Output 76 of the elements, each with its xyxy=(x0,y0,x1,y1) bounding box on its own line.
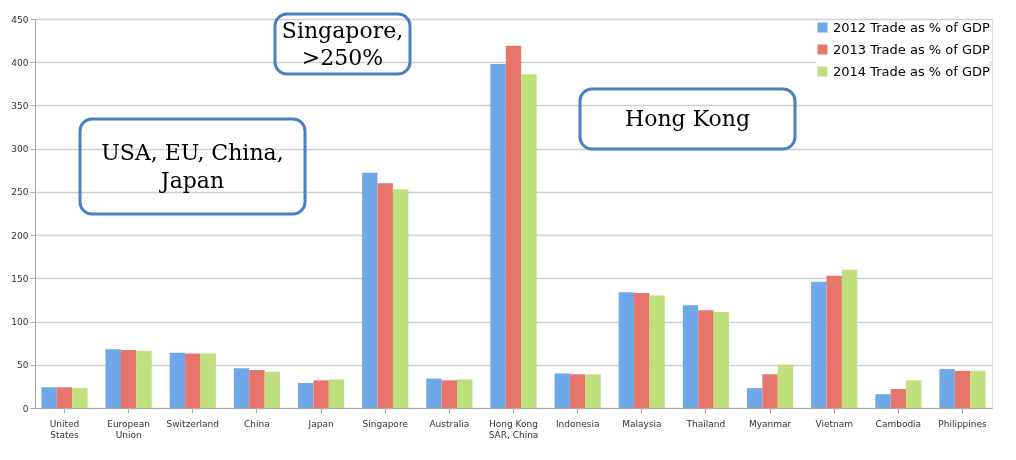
bar xyxy=(328,379,345,408)
annotation: Hong Kong xyxy=(624,106,751,131)
x-tick-label: Vietnam xyxy=(815,418,853,429)
bar xyxy=(906,380,922,408)
x-tick-label: European Union xyxy=(107,418,151,440)
x-tick-label: Cambodia xyxy=(875,418,922,429)
bar xyxy=(875,394,891,408)
bar xyxy=(890,388,907,408)
bar xyxy=(56,387,73,408)
bar xyxy=(426,378,442,408)
y-tick-label: 100 xyxy=(11,317,29,328)
x-tick-label: Japan xyxy=(307,418,334,429)
bar xyxy=(811,281,827,408)
legend-label: 2013 Trade as % of GDP xyxy=(833,41,991,57)
bar xyxy=(41,387,57,408)
bar xyxy=(713,312,730,408)
bar xyxy=(185,353,201,408)
y-tick-label: 450 xyxy=(11,14,29,25)
bar xyxy=(136,350,152,408)
bar xyxy=(441,380,458,408)
x-tick-label: Indonesia xyxy=(555,418,600,429)
y-tick-label: 300 xyxy=(11,144,29,155)
x-tick-label: Thailand xyxy=(685,418,726,429)
bar xyxy=(970,370,986,408)
bar xyxy=(634,293,650,408)
bar xyxy=(569,374,586,408)
bar xyxy=(297,382,314,408)
bar xyxy=(313,380,329,408)
legend-label: 2014 Trade as % of GDP xyxy=(833,63,991,79)
bar xyxy=(682,305,699,408)
x-tick-label: Philippines xyxy=(938,418,988,429)
bar xyxy=(249,369,265,408)
bar xyxy=(762,374,778,408)
y-tick-label: 350 xyxy=(11,100,29,111)
bar xyxy=(521,74,537,408)
x-tick-label: United States xyxy=(49,418,80,440)
bar xyxy=(200,353,216,408)
bar xyxy=(826,275,842,408)
x-tick-label: Malaysia xyxy=(622,418,662,429)
x-tick-label: Switzerland xyxy=(166,418,220,429)
bar xyxy=(105,349,121,408)
bar xyxy=(233,368,250,408)
bar xyxy=(777,364,794,408)
y-tick-label: 50 xyxy=(17,360,29,371)
bar xyxy=(392,189,409,408)
bar xyxy=(585,374,601,408)
bar xyxy=(698,310,714,408)
y-tick-label: 0 xyxy=(22,403,29,414)
bar xyxy=(954,370,971,408)
bar xyxy=(72,388,88,408)
bar xyxy=(841,269,858,408)
annotation: USA, EU, China, Japan xyxy=(101,140,284,193)
bar xyxy=(169,352,186,408)
y-tick-label: 250 xyxy=(11,187,29,198)
bar xyxy=(939,369,955,408)
bar xyxy=(746,388,763,408)
bar xyxy=(377,183,393,408)
bar xyxy=(457,379,473,408)
bar xyxy=(490,63,506,408)
bar xyxy=(120,350,137,408)
bar xyxy=(264,371,281,408)
x-tick-label: Australia xyxy=(429,418,470,429)
bar xyxy=(362,172,378,408)
legend-label: 2012 Trade as % of GDP xyxy=(833,19,991,35)
bar xyxy=(505,45,522,408)
bar xyxy=(554,373,570,408)
y-tick-label: 400 xyxy=(11,57,29,68)
annotation: Singapore, >250% xyxy=(281,17,404,71)
y-tick-label: 150 xyxy=(11,273,29,284)
bar xyxy=(649,295,665,408)
bar xyxy=(618,292,635,408)
y-tick-label: 200 xyxy=(11,230,29,241)
x-tick-label: Hong Kong SAR, China xyxy=(488,418,539,440)
x-tick-label: China xyxy=(244,418,270,429)
x-tick-label: Myanmar xyxy=(748,418,792,429)
x-tick-label: Singapore xyxy=(362,418,409,429)
